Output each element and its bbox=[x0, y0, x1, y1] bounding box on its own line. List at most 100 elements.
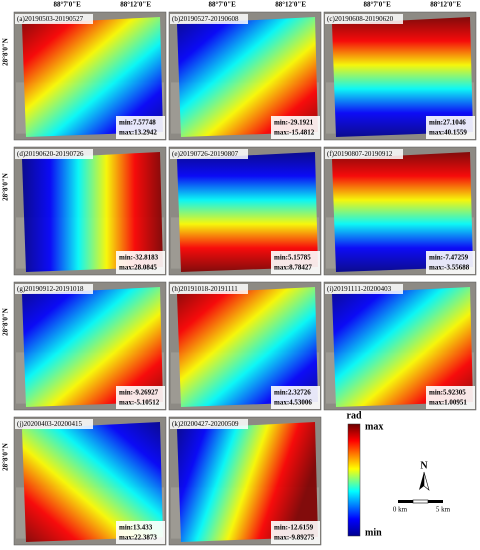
panel: (h)20191018-20191111 min:2.32726 max:4.530… bbox=[168, 281, 322, 411]
deformation-footprint bbox=[177, 17, 318, 137]
panel: (j)20200403-20200415 min:13.433 max:22.387… bbox=[13, 416, 167, 546]
panel-label: (e)20190726-20190807 bbox=[172, 150, 239, 158]
lon-label: 88°7'0"E bbox=[364, 1, 392, 9]
deformation-footprint bbox=[22, 287, 163, 407]
panel: (a)20190503-20190527 min:7.57748 max:13.29… bbox=[13, 11, 167, 141]
north-arrow bbox=[423, 471, 430, 491]
panel-label-bg bbox=[170, 149, 248, 159]
deformation-footprint bbox=[177, 152, 318, 272]
max-text: max:40.1559 bbox=[429, 129, 467, 137]
legend: rad max min N 0 km 5 km bbox=[347, 410, 451, 538]
min-text: min:-32.8183 bbox=[119, 254, 159, 262]
range-box bbox=[426, 386, 475, 409]
range-box bbox=[116, 521, 165, 544]
max-label: max bbox=[365, 421, 383, 432]
colorbar bbox=[347, 423, 361, 537]
panel-label: (b)20190527-20190608 bbox=[172, 15, 239, 23]
panel: (b)20190527-20190608 min:-29.1921 max:-15.… bbox=[168, 11, 322, 141]
min-text: min:13.433 bbox=[119, 524, 153, 532]
panel-label-bg bbox=[325, 14, 403, 24]
panel-label: (c)20190608-20190620 bbox=[327, 15, 394, 23]
max-text: max:22.3873 bbox=[119, 534, 157, 542]
panel-label-bg bbox=[15, 149, 93, 159]
scale-bar bbox=[412, 499, 429, 504]
panel-label: (g)20190912-20191018 bbox=[17, 285, 84, 293]
scale-bar bbox=[428, 500, 443, 503]
range-box bbox=[271, 251, 320, 274]
min-text: min:5.15785 bbox=[274, 254, 311, 262]
panel: (k)20200427-20200509 min:-12.6159 max:-9.8… bbox=[168, 416, 322, 546]
north-label: N bbox=[420, 460, 428, 471]
lat-label: 28°8'0"N bbox=[2, 38, 10, 66]
panel: (c)20190608-20190620 min:27.1046 max:40.15… bbox=[323, 11, 477, 141]
range-box bbox=[116, 251, 165, 274]
panel-label: (j)20200403-20200415 bbox=[17, 420, 82, 428]
range-box bbox=[426, 116, 475, 139]
scale-label: 0 km bbox=[393, 506, 408, 514]
panel-label-bg bbox=[15, 14, 93, 24]
lat-label: 28°8'0"N bbox=[2, 173, 10, 201]
unit: rad bbox=[347, 410, 362, 421]
min-text: min:2.32726 bbox=[274, 389, 311, 397]
min-text: min:-29.1921 bbox=[274, 119, 314, 127]
min-text: min:7.57748 bbox=[119, 119, 156, 127]
max-text: max:13.2942 bbox=[119, 129, 157, 137]
panel-label: (h)20191018-20191111 bbox=[172, 285, 238, 293]
scale-bar bbox=[398, 500, 413, 503]
panel-label: (f)20190807-20190912 bbox=[327, 150, 393, 158]
panel-label-bg bbox=[15, 284, 93, 294]
range-box bbox=[116, 116, 165, 139]
deformation-footprint bbox=[22, 17, 163, 137]
lon-label: 88°12'0"E bbox=[430, 1, 461, 9]
deformation-footprint bbox=[177, 287, 318, 407]
min-text: min:-12.6159 bbox=[274, 524, 314, 532]
panel: (e)20190726-20190807 min:5.15785 max:8.784… bbox=[168, 146, 322, 276]
lon-label: 88°12'0"E bbox=[275, 1, 306, 9]
max-text: max:-9.89275 bbox=[274, 534, 315, 542]
panel-label-bg bbox=[170, 284, 248, 294]
deformation-footprint bbox=[22, 422, 163, 542]
panel-label-bg bbox=[170, 419, 248, 429]
range-box bbox=[271, 116, 320, 139]
deformation-footprint bbox=[332, 152, 473, 272]
range-box bbox=[116, 386, 165, 409]
panel-label-bg bbox=[15, 419, 93, 429]
lon-label: 88°12'0"E bbox=[120, 1, 151, 9]
deformation-footprint bbox=[332, 17, 473, 137]
max-text: max:28.0845 bbox=[119, 264, 157, 272]
panel: (f)20190807-20190912 min:-7.47259 max:-3.5… bbox=[323, 146, 477, 276]
lat-label: 28°8'0"N bbox=[2, 443, 10, 471]
max-text: max:-3.55688 bbox=[429, 264, 470, 272]
panel-label: (a)20190503-20190527 bbox=[17, 15, 84, 23]
range-box bbox=[271, 386, 320, 409]
deformation-footprint bbox=[22, 152, 163, 272]
panel: (i)20191111-20200403 min:5.92305 max:1.009… bbox=[323, 281, 477, 411]
deformation-footprint bbox=[177, 422, 318, 542]
lat-label: 28°8'0"N bbox=[2, 308, 10, 336]
min-text: min:27.1046 bbox=[429, 119, 466, 127]
min-text: min:5.92305 bbox=[429, 389, 466, 397]
range-box bbox=[426, 251, 475, 274]
range-box bbox=[271, 521, 320, 544]
min-text: min:-7.47259 bbox=[429, 254, 469, 262]
panel: (d)20190620-20190726 min:-32.8183 max:28.0… bbox=[13, 146, 167, 276]
panel-label-bg bbox=[325, 284, 403, 294]
deformation-footprint bbox=[332, 287, 473, 407]
max-text: max:8.78427 bbox=[274, 264, 312, 272]
max-text: max:-15.4812 bbox=[274, 129, 315, 137]
panel-label: (i)20191111-20200403 bbox=[327, 285, 392, 293]
panel-label: (d)20190620-20190726 bbox=[17, 150, 84, 158]
panel-label: (k)20200427-20200509 bbox=[172, 420, 239, 428]
max-text: max:1.00951 bbox=[429, 399, 467, 407]
panel-label-bg bbox=[325, 149, 403, 159]
panel: (g)20190912-20191018 min:-9.26927 max:-5.1… bbox=[13, 281, 167, 411]
min-label: min bbox=[365, 527, 382, 538]
north-arrow bbox=[419, 472, 424, 490]
lon-label: 88°7'0"E bbox=[209, 1, 237, 9]
scale-label: 5 km bbox=[436, 506, 451, 514]
min-text: min:-9.26927 bbox=[119, 389, 159, 397]
max-text: max:-5.10512 bbox=[119, 399, 160, 407]
lon-label: 88°7'0"E bbox=[54, 1, 82, 9]
max-text: max:4.53006 bbox=[274, 399, 312, 407]
